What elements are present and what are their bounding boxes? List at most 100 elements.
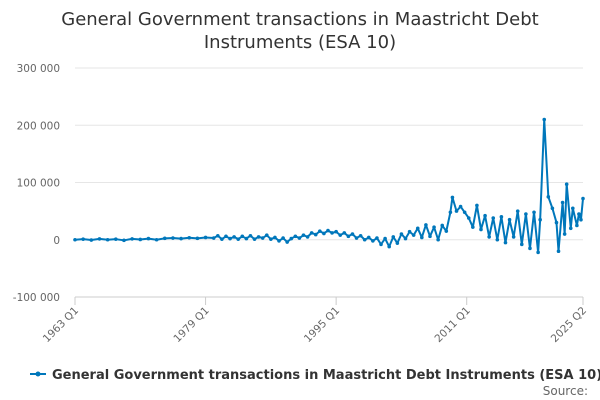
- data-point: [487, 235, 491, 239]
- data-point: [289, 236, 294, 241]
- x-tick-label: 1979 Q1: [171, 305, 211, 345]
- data-point: [568, 226, 573, 231]
- data-point: [297, 236, 302, 240]
- data-point: [114, 237, 118, 241]
- data-point: [570, 206, 575, 211]
- data-point: [256, 235, 261, 239]
- data-point: [379, 242, 383, 247]
- source-label[interactable]: Source:: [543, 384, 588, 398]
- x-tick-label: 2025 Q2: [549, 305, 589, 345]
- data-point: [277, 239, 281, 243]
- data-point: [171, 236, 175, 240]
- data-point: [162, 236, 167, 241]
- data-point: [138, 237, 143, 242]
- data-point: [154, 237, 159, 242]
- data-point: [560, 200, 565, 205]
- y-axis: 300 000 200 000 100 000 0 -100 000: [13, 63, 60, 304]
- data-point: [334, 229, 338, 234]
- data-point: [248, 233, 253, 238]
- data-point: [415, 226, 420, 231]
- data-point: [420, 235, 424, 240]
- data-point: [407, 229, 412, 234]
- data-point: [264, 233, 269, 237]
- data-point: [216, 233, 220, 238]
- x-tick-label: 1963 Q1: [41, 305, 81, 345]
- data-point: [532, 210, 536, 215]
- data-point: [491, 216, 496, 220]
- y-tick-label: 100 000: [17, 178, 60, 190]
- data-point: [350, 232, 355, 236]
- y-tick-label: 0: [53, 235, 60, 247]
- data-point: [503, 240, 508, 245]
- data-point: [342, 231, 347, 235]
- data-point: [507, 217, 512, 222]
- data-point: [554, 220, 559, 225]
- data-point: [528, 246, 532, 251]
- data-point: [444, 229, 449, 233]
- data-point: [273, 235, 277, 240]
- data-point: [232, 235, 236, 239]
- y-tick-label: 300 000: [17, 63, 60, 75]
- series-line: [74, 118, 584, 254]
- data-point: [301, 233, 306, 237]
- data-point: [556, 249, 561, 253]
- data-point: [562, 232, 567, 236]
- data-point: [436, 237, 440, 242]
- data-point: [432, 225, 436, 229]
- data-point: [499, 215, 504, 219]
- data-point: [187, 235, 192, 240]
- data-point: [338, 233, 343, 237]
- data-point: [462, 210, 467, 215]
- data-point: [399, 232, 404, 236]
- chart-title-line-2: Instruments (ESA 10): [204, 32, 396, 53]
- data-point: [450, 195, 455, 200]
- data-point: [411, 233, 416, 237]
- data-point: [260, 236, 265, 240]
- data-point: [579, 217, 583, 222]
- legend[interactable]: General Government transactions in Maast…: [30, 368, 600, 383]
- data-point: [179, 236, 183, 241]
- data-point: [564, 182, 569, 187]
- data-point: [122, 238, 126, 243]
- data-point: [519, 242, 524, 247]
- data-point: [73, 237, 77, 242]
- data-point: [454, 209, 459, 213]
- data-point: [105, 237, 110, 242]
- data-point: [224, 234, 228, 239]
- data-point: [285, 240, 289, 244]
- data-point: [269, 237, 273, 241]
- data-point: [448, 210, 453, 215]
- legend-label[interactable]: General Government transactions in Maast…: [52, 368, 600, 383]
- series-layer: [73, 117, 585, 255]
- data-point: [220, 237, 224, 241]
- data-point: [203, 235, 208, 240]
- data-point: [346, 234, 351, 239]
- data-point: [483, 213, 487, 218]
- data-point: [146, 236, 151, 241]
- data-point: [318, 229, 322, 233]
- x-tick-label: 2011 Q1: [433, 305, 473, 345]
- data-point: [479, 227, 483, 232]
- data-point: [322, 231, 326, 236]
- data-point: [577, 212, 581, 216]
- data-point: [195, 236, 200, 241]
- data-point: [97, 237, 102, 241]
- gridlines: [75, 67, 583, 298]
- data-point: [475, 203, 479, 208]
- data-point: [244, 236, 249, 241]
- legend-dot-marker: [35, 371, 41, 377]
- data-point: [236, 237, 241, 241]
- data-point: [326, 228, 330, 233]
- data-point: [366, 235, 371, 240]
- data-point: [330, 231, 334, 235]
- data-point: [546, 195, 551, 199]
- y-tick-label: -100 000: [13, 292, 60, 304]
- data-point: [424, 223, 428, 227]
- data-point: [581, 196, 585, 201]
- data-point: [252, 237, 257, 241]
- data-point: [536, 250, 540, 255]
- data-point: [403, 236, 408, 241]
- data-point: [383, 236, 387, 241]
- data-point: [293, 234, 298, 239]
